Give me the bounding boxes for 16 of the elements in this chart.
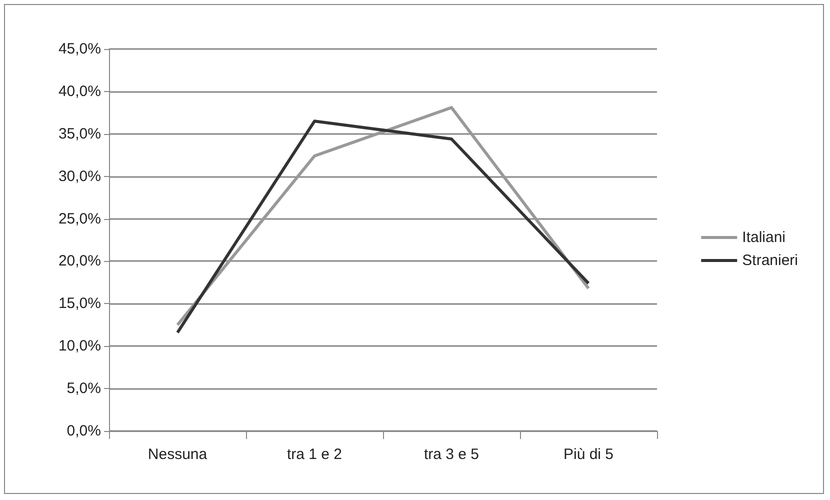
y-tick-label: 35,0% — [58, 125, 101, 142]
y-tick-label: 15,0% — [58, 295, 101, 312]
x-tick-label: tra 3 e 5 — [424, 446, 480, 463]
x-tick-label: Nessuna — [148, 446, 208, 463]
y-tick-label: 10,0% — [58, 338, 101, 355]
y-tick-label: 40,0% — [58, 82, 101, 100]
y-tick-label: 45,0% — [58, 40, 101, 58]
x-tick-label: Più di 5 — [563, 446, 614, 463]
y-tick-label: 30,0% — [58, 168, 101, 185]
y-tick-label: 25,0% — [58, 210, 101, 228]
legend-label: Stranieri — [742, 252, 798, 269]
legend-label: Italiani — [742, 229, 786, 246]
y-tick-label: 0,0% — [66, 422, 101, 440]
y-tick-label: 20,0% — [58, 252, 101, 270]
y-tick-label: 5,0% — [66, 380, 101, 398]
x-tick-label: tra 1 e 2 — [286, 446, 342, 463]
